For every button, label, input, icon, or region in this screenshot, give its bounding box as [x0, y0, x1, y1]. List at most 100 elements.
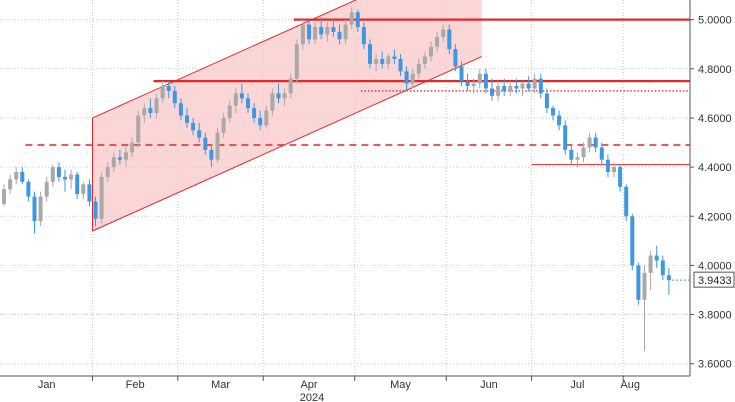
last-value-marker: 3.9433: [671, 271, 735, 288]
y-axis-tick-labels: 5.0000 4.8000 4.6000 4.4000 4.2000 4.0000 3.80…: [698, 15, 732, 371]
candle-body: [270, 93, 275, 111]
candle-body: [459, 66, 464, 82]
candle-body: [75, 174, 80, 195]
y-tick-label: 4.6000: [698, 113, 732, 125]
candle-body: [666, 275, 671, 281]
candle-body: [343, 24, 348, 40]
candle-body: [81, 184, 86, 195]
candle-body: [2, 189, 6, 204]
candle-body: [398, 58, 403, 72]
candle-body: [593, 137, 598, 148]
candle-body: [44, 181, 49, 197]
candle-body: [288, 78, 293, 94]
candle-body: [441, 29, 446, 37]
candle-body: [294, 44, 299, 79]
candle-body: [380, 58, 385, 64]
candle-body: [252, 108, 257, 118]
candle-body: [105, 167, 110, 177]
candle-body: [636, 265, 641, 300]
candle-body: [172, 90, 177, 104]
candle-body: [197, 130, 202, 138]
candle-body: [203, 137, 208, 150]
candle-body: [618, 167, 623, 187]
candle-body: [160, 86, 165, 99]
candle-body: [465, 81, 470, 87]
candle-body: [471, 83, 476, 87]
candle-body: [233, 93, 238, 106]
y-tick-label: 3.6000: [698, 359, 732, 371]
candle-body: [337, 31, 342, 40]
candle-body: [148, 108, 153, 114]
candle-body: [654, 255, 659, 261]
channel-upper-line: [92, 0, 357, 119]
candle-body: [612, 167, 616, 173]
candle-body: [69, 174, 74, 180]
candle-body: [605, 159, 610, 173]
candle-body: [99, 176, 104, 219]
candle-body: [246, 98, 250, 109]
candle-body: [392, 56, 397, 59]
candle-body: [117, 157, 122, 160]
candle-body: [502, 86, 507, 91]
candle-body: [178, 103, 183, 116]
x-tick-label: Jan: [38, 379, 56, 391]
candle-body: [87, 184, 92, 202]
channel-lower-line: [92, 56, 483, 232]
candle-body: [276, 93, 281, 99]
y-tick-label: 4.0000: [698, 260, 732, 272]
trend-channel: [92, 0, 483, 232]
x-axis-tick-labels: Jan Feb Mar Apr May Jun Jul Aug: [38, 379, 640, 391]
candle-body: [453, 49, 458, 67]
candle-body: [313, 27, 318, 40]
x-tick-label: Aug: [620, 379, 640, 391]
candle-body: [185, 115, 189, 123]
candle-body: [575, 157, 580, 160]
candle-body: [587, 137, 592, 148]
candle-body: [331, 27, 336, 32]
candle-body: [404, 71, 409, 84]
candle-body: [520, 83, 525, 89]
y-tick-label: 4.8000: [698, 64, 732, 76]
candle-body: [490, 88, 494, 96]
candle-body: [130, 142, 135, 153]
y-tick-label: 4.4000: [698, 162, 732, 174]
candle-body: [136, 115, 141, 143]
candle-body: [8, 179, 13, 190]
x-tick-label: Mar: [211, 379, 230, 391]
x-tick-label: Jul: [570, 379, 584, 391]
y-tick-label: 5.0000: [698, 15, 732, 27]
candle-body: [410, 73, 415, 84]
candle-body: [624, 186, 629, 217]
candle-body: [258, 117, 263, 126]
candle-body: [557, 115, 562, 126]
candle-body: [154, 98, 159, 114]
candle-body: [319, 27, 324, 35]
axes: [0, 0, 694, 381]
candle-body: [300, 24, 305, 45]
candle-body: [20, 172, 25, 182]
candle-body: [325, 27, 330, 35]
candle-body: [355, 12, 360, 28]
candle-body: [526, 83, 531, 89]
x-tick-label: May: [390, 379, 411, 391]
candle-body: [386, 56, 391, 64]
year-label: 2024: [300, 392, 324, 402]
candle-body: [514, 86, 519, 89]
candle-body: [569, 149, 574, 160]
candle-body: [38, 196, 43, 222]
candle-body: [50, 167, 55, 182]
candle-body: [221, 117, 226, 133]
last-value-label: 3.9433: [698, 275, 732, 287]
candle-body: [508, 86, 513, 91]
candle-body: [264, 110, 269, 126]
candle-body: [532, 78, 537, 89]
candle-body: [435, 36, 440, 47]
candle-body: [209, 149, 214, 160]
candle-body: [26, 181, 31, 197]
candle-body: [477, 73, 482, 84]
candle-body: [630, 216, 635, 266]
last-value-box: [693, 271, 735, 288]
candle-body: [349, 12, 354, 25]
candle-body: [422, 56, 427, 64]
candle-body: [581, 147, 586, 158]
